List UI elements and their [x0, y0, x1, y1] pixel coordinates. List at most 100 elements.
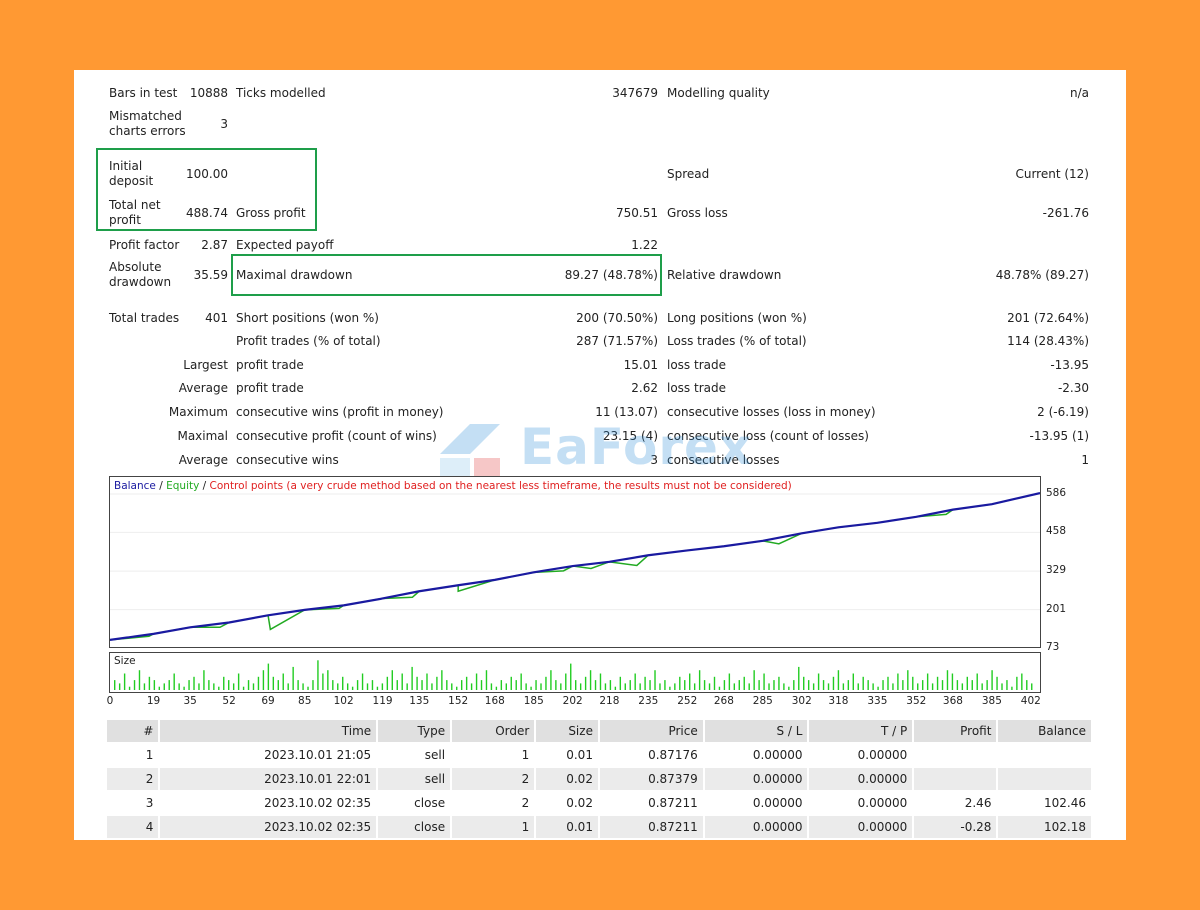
x-tick-label: 352 — [906, 695, 927, 707]
x-tick-label: 285 — [752, 695, 773, 707]
modelling-quality-value: n/a — [1069, 86, 1089, 100]
profit-trades-label: Profit trades (% of total) — [236, 334, 381, 348]
col-header: Profit — [914, 720, 997, 742]
cell-number: 1 — [145, 748, 154, 762]
size-bar — [599, 673, 602, 690]
profit-factor-value: 2.87 — [201, 238, 228, 252]
size-bar — [956, 680, 959, 690]
ticks-modelled-value: 347679 — [612, 86, 658, 100]
size-bar — [272, 676, 275, 690]
col-header: Balance — [998, 720, 1091, 742]
y-tick-label: 329 — [1046, 564, 1067, 577]
size-bar — [421, 680, 423, 690]
size-bar — [842, 683, 845, 690]
size-bar — [540, 683, 542, 690]
average2-label: Average — [178, 453, 228, 467]
expected-payoff-value: 1.22 — [631, 238, 658, 252]
size-bar — [218, 686, 220, 690]
size-bar — [143, 683, 146, 690]
size-bar — [183, 686, 185, 690]
size-bar — [480, 680, 483, 690]
maximum-label: Maximum — [168, 405, 228, 419]
size-bar — [594, 680, 597, 690]
size-bar — [431, 683, 433, 690]
x-tick-label: 335 — [867, 695, 888, 707]
cell-size: 0.02 — [566, 796, 593, 810]
size-bar — [1006, 680, 1008, 690]
size-bar — [198, 683, 200, 690]
size-bar — [768, 683, 770, 690]
size-bar — [495, 686, 498, 690]
cell-price: 0.87379 — [599, 768, 703, 790]
max-cons-losses-label: consecutive losses (loss in money) — [667, 405, 876, 419]
size-bar — [718, 686, 721, 690]
cell-profit — [914, 768, 997, 790]
size-bar — [996, 676, 998, 690]
x-tick-label: 168 — [484, 695, 505, 707]
size-bar — [902, 680, 904, 690]
cell-type: close — [414, 796, 446, 810]
absolute-drawdown-label: Absolute drawdown — [109, 260, 172, 289]
size-bar — [917, 683, 919, 690]
size-bar — [966, 676, 969, 690]
size-bar — [639, 683, 641, 690]
size-bar — [123, 673, 126, 690]
size-bar — [560, 683, 562, 690]
size-bar — [436, 676, 438, 690]
size-bar — [346, 683, 349, 690]
size-bar — [371, 680, 374, 690]
col-header: Size — [536, 720, 598, 742]
size-bar — [659, 683, 661, 690]
x-tick-label: 152 — [448, 695, 469, 707]
cell-profit — [914, 744, 996, 766]
size-bar — [629, 680, 631, 690]
size-bar — [138, 670, 141, 690]
size-bar — [327, 670, 329, 690]
x-tick-label: 85 — [298, 695, 312, 707]
average-profit-label: profit trade — [236, 381, 304, 395]
size-bar — [337, 683, 339, 690]
size-bar — [426, 673, 428, 690]
x-tick-label: 385 — [981, 695, 1002, 707]
size-bar — [926, 673, 929, 690]
size-bar — [941, 680, 944, 690]
profit-trades-value: 287 (71.57%) — [576, 334, 658, 348]
size-bar — [520, 673, 522, 690]
max-cons-wins-label: consecutive wins (profit in money) — [236, 405, 444, 419]
avg-cons-losses-value: 1 — [1081, 453, 1089, 467]
x-tick-label: 102 — [333, 695, 354, 707]
size-bar — [237, 673, 240, 690]
size-bar — [713, 676, 716, 690]
size-bar — [267, 663, 270, 690]
avg-cons-wins-value: 3 — [650, 453, 658, 467]
short-positions-value: 200 (70.50%) — [576, 311, 658, 325]
x-tick-label: 19 — [146, 695, 161, 707]
size-bar — [579, 683, 582, 690]
size-bar — [570, 663, 572, 690]
loss-trades-value: 114 (28.43%) — [1007, 334, 1089, 348]
cell-sl: 0.00000 — [752, 748, 803, 762]
size-bar — [292, 666, 294, 690]
y-tick-label: 73 — [1046, 641, 1060, 653]
size-bar — [396, 680, 398, 690]
size-bar — [1021, 673, 1023, 690]
size-bar — [490, 683, 493, 690]
size-bar — [232, 683, 235, 690]
size-bar — [203, 670, 205, 690]
size-bar — [872, 683, 874, 690]
size-bar — [178, 683, 180, 690]
size-bar — [921, 680, 924, 690]
size-bar — [852, 673, 854, 690]
cell-size: 0.02 — [536, 768, 598, 790]
largest-profit-label: profit trade — [236, 358, 304, 372]
mismatched-value: 3 — [220, 117, 228, 131]
size-bar — [257, 676, 260, 690]
size-bar — [361, 673, 364, 690]
cell-tp: 0.00000 — [809, 768, 913, 790]
highlight-box-max-drawdown — [231, 254, 662, 296]
size-bar — [277, 680, 279, 690]
size-bar — [545, 676, 547, 690]
avg-cons-losses-label: consecutive losses — [667, 453, 780, 467]
total-trades-label: Total trades — [109, 311, 180, 325]
x-tick-label: 135 — [409, 695, 430, 707]
